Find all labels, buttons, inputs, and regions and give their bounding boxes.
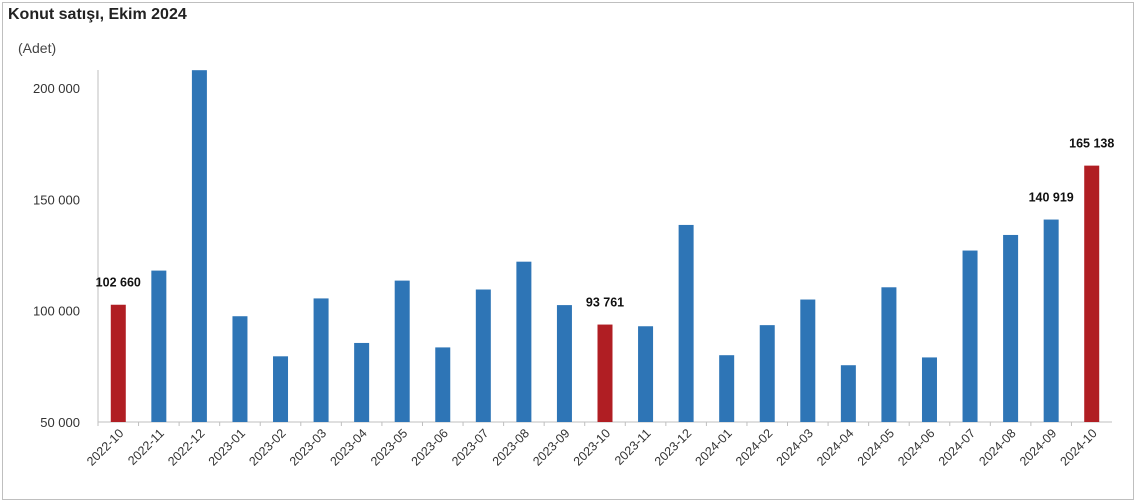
bar bbox=[1084, 165, 1100, 423]
x-tick-label: 2022-11 bbox=[125, 426, 167, 468]
bar bbox=[719, 355, 735, 422]
x-tick-label: 2024-09 bbox=[1017, 426, 1059, 468]
unit-label: (Adet) bbox=[18, 40, 57, 56]
x-tick-label: 2022-10 bbox=[84, 426, 126, 468]
bar bbox=[313, 298, 329, 422]
x-tick-label: 2024-01 bbox=[692, 426, 734, 468]
x-tick-label: 2022-12 bbox=[165, 426, 207, 468]
x-tick-label: 2024-07 bbox=[936, 426, 978, 468]
x-tick-label: 2023-06 bbox=[409, 426, 451, 468]
bar bbox=[759, 325, 775, 422]
x-tick-label: 2023-09 bbox=[530, 426, 572, 468]
bar bbox=[273, 356, 289, 422]
x-tick-label: 2024-03 bbox=[774, 426, 816, 468]
bar bbox=[962, 250, 978, 422]
x-tick-label: 2024-10 bbox=[1058, 426, 1100, 468]
x-tick-label: 2023-01 bbox=[206, 426, 248, 468]
bar bbox=[394, 280, 410, 422]
y-tick-label: 100 000 bbox=[33, 304, 80, 319]
bar bbox=[151, 270, 167, 422]
data-label: 140 919 bbox=[1029, 191, 1074, 205]
y-tick-label: 50 000 bbox=[40, 415, 80, 430]
bar bbox=[110, 304, 126, 422]
x-tick-label: 2023-04 bbox=[327, 426, 369, 468]
data-label: 93 761 bbox=[586, 296, 624, 310]
x-tick-label: 2023-12 bbox=[652, 426, 694, 468]
bar bbox=[516, 261, 532, 422]
bar bbox=[475, 289, 491, 422]
bar bbox=[1043, 219, 1059, 422]
x-tick-label: 2023-03 bbox=[287, 426, 329, 468]
bar bbox=[354, 342, 370, 422]
bar bbox=[840, 365, 856, 422]
bar bbox=[435, 347, 451, 422]
data-label: 102 660 bbox=[96, 276, 141, 290]
y-tick-label: 150 000 bbox=[33, 192, 80, 207]
x-tick-label: 2023-08 bbox=[490, 426, 532, 468]
bar bbox=[1003, 234, 1019, 422]
x-tick-label: 2024-02 bbox=[733, 426, 775, 468]
x-tick-label: 2023-02 bbox=[246, 426, 288, 468]
x-tick-label: 2024-06 bbox=[895, 426, 937, 468]
x-tick-label: 2023-10 bbox=[571, 426, 613, 468]
data-label: 165 138 bbox=[1069, 137, 1114, 151]
bar bbox=[191, 70, 207, 422]
chart-title: Konut satışı, Ekim 2024 bbox=[8, 6, 187, 23]
x-tick-label: 2023-05 bbox=[368, 426, 410, 468]
bar bbox=[597, 324, 613, 422]
y-tick-label: 200 000 bbox=[33, 81, 80, 96]
bar bbox=[638, 326, 654, 422]
x-tick-label: 2024-05 bbox=[855, 426, 897, 468]
bar bbox=[678, 224, 694, 422]
bar bbox=[881, 287, 897, 422]
x-tick-label: 2024-08 bbox=[976, 426, 1018, 468]
x-tick-label: 2023-11 bbox=[612, 426, 654, 468]
bar bbox=[800, 299, 816, 422]
x-tick-label: 2024-04 bbox=[814, 426, 856, 468]
bar bbox=[921, 357, 937, 422]
bar bbox=[556, 305, 572, 422]
bar bbox=[232, 316, 248, 422]
x-tick-label: 2023-07 bbox=[449, 426, 491, 468]
